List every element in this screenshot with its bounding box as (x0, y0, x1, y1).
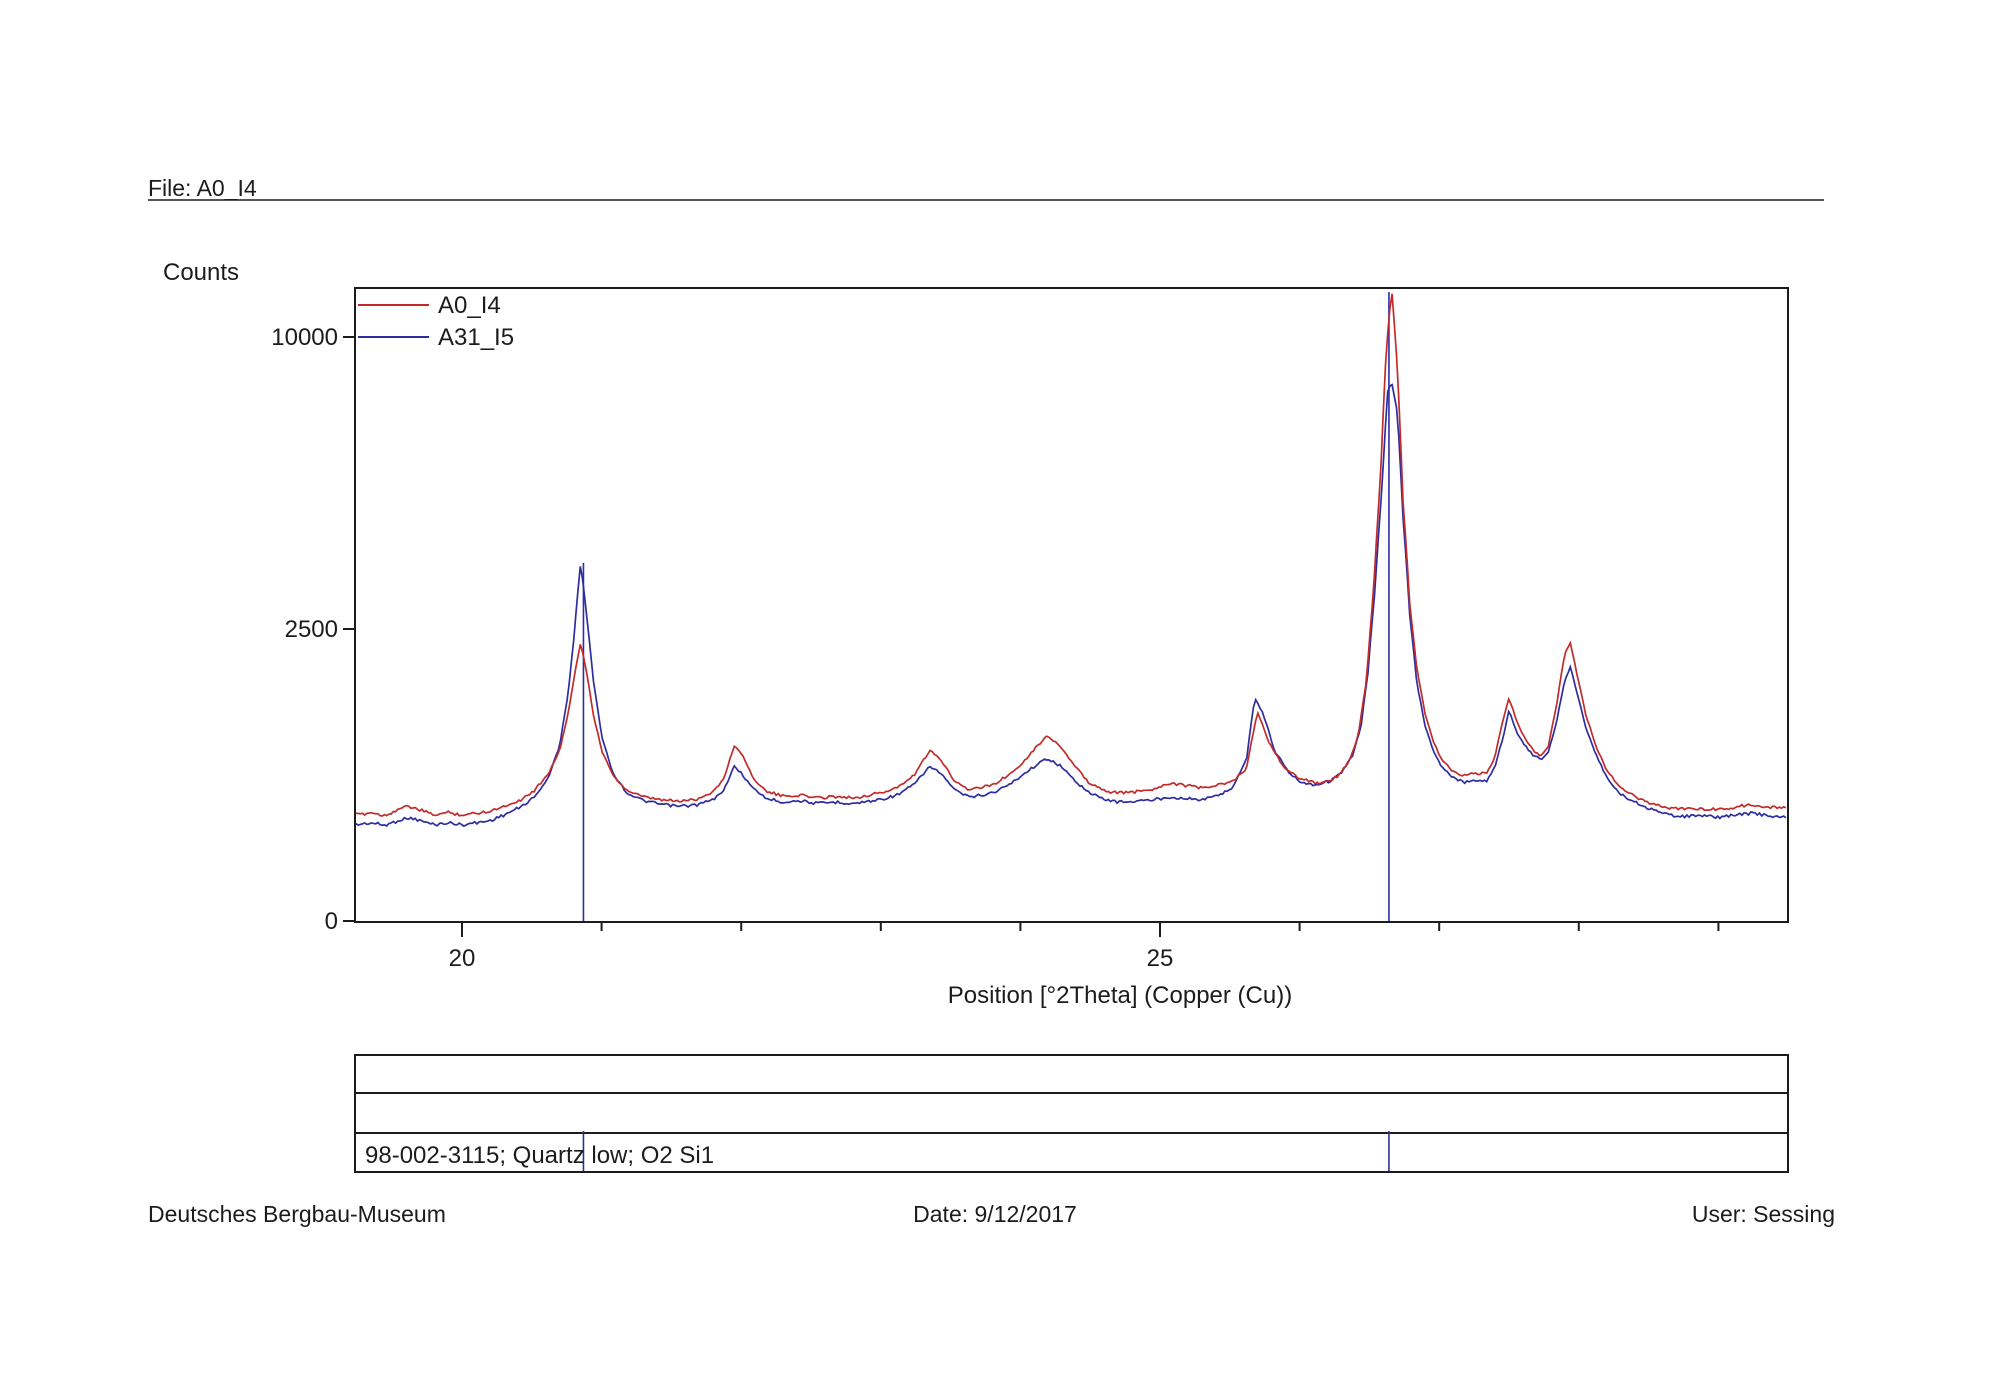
diffractogram-curves (355, 293, 1787, 828)
footer-institution: Deutsches Bergbau-Museum (148, 1201, 446, 1227)
y-tick-label-0: 0 (325, 908, 338, 935)
file-label: File: A0_I4 (148, 175, 257, 201)
reference-table-frame (354, 1054, 1789, 1173)
curve-A31_I5 (355, 383, 1787, 828)
reference-entry-label: 98-002-3115; Quartz low; O2 Si1 (365, 1142, 714, 1169)
x-axis-title: Position [°2Theta] (Copper (Cu)) (948, 982, 1292, 1009)
y-tick-label-2500: 2500 (285, 616, 338, 643)
y-axis-title: Counts (163, 259, 239, 286)
reference-table-peak-markers (582, 1131, 1390, 1171)
y-tick-label-10000: 10000 (271, 324, 338, 351)
plot-frame (354, 287, 1789, 923)
footer-date: Date: 9/12/2017 (913, 1201, 1077, 1227)
axis-ticks (343, 336, 1720, 937)
x-tick-label-20: 20 (449, 945, 476, 972)
axis-tick-labels: 0 2500 10000 20 25 (271, 324, 1173, 972)
legend-label-series2: A31_I5 (438, 324, 514, 351)
legend-label-series1: A0_I4 (438, 292, 501, 319)
footer-user: User: Sessing (1692, 1201, 1835, 1227)
curve-A0_I4 (355, 293, 1787, 817)
reference-pattern-sticks (582, 292, 1390, 921)
x-tick-label-25: 25 (1147, 945, 1174, 972)
